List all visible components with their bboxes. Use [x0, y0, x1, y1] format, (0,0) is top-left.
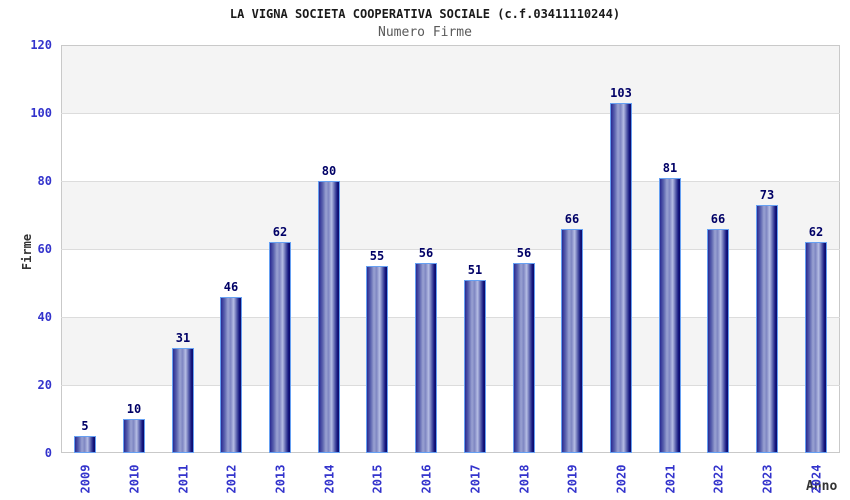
x-axis-tick-label: 2009	[78, 464, 92, 494]
bar-value-label: 31	[175, 331, 191, 345]
x-axis-tick-label: 2022	[711, 464, 725, 494]
bar-value-label: 73	[759, 188, 775, 202]
bar-value-label: 46	[223, 280, 239, 294]
x-axis-tick-label: 2013	[273, 464, 287, 494]
x-axis-tick-label: 2023	[760, 464, 774, 494]
y-axis-tick-label: 60	[37, 242, 52, 256]
bar	[610, 103, 632, 453]
y-axis-tick-label: 20	[37, 378, 52, 392]
bar	[756, 205, 778, 453]
x-axis-tick-label: 2012	[224, 464, 238, 494]
x-axis-tick-label: 2014	[322, 464, 336, 494]
gridline	[61, 113, 840, 114]
bar-value-label: 103	[610, 86, 632, 100]
bar	[74, 436, 96, 453]
x-axis-tick-label: 2024	[809, 464, 823, 494]
bar	[707, 229, 729, 453]
bar	[220, 297, 242, 453]
bar-value-label: 5	[81, 419, 89, 433]
bar-value-label: 56	[516, 246, 532, 260]
bar	[123, 419, 145, 453]
bar-value-label: 62	[808, 225, 824, 239]
bar-value-label: 66	[710, 212, 726, 226]
x-axis-tick-label: 2020	[614, 464, 628, 494]
bar-value-label: 55	[369, 249, 385, 263]
y-axis-tick-label: 80	[37, 174, 52, 188]
bar	[561, 229, 583, 453]
bar	[464, 280, 486, 453]
x-axis-label: Anno	[806, 479, 838, 494]
x-axis-tick-label: 2019	[565, 464, 579, 494]
bar	[172, 348, 194, 453]
x-axis-tick-label: 2015	[370, 464, 384, 494]
chart-subtitle: Numero Firme	[378, 25, 472, 40]
bar	[513, 263, 535, 453]
bar-value-label: 51	[467, 263, 483, 277]
gridline	[61, 317, 840, 318]
x-axis-tick-label: 2021	[663, 464, 677, 494]
bar	[366, 266, 388, 453]
gridline	[61, 181, 840, 182]
y-axis-tick-label: 100	[30, 106, 52, 120]
x-axis-tick-label: 2010	[127, 464, 141, 494]
x-axis-tick-label: 2018	[517, 464, 531, 494]
bar-value-label: 81	[662, 161, 678, 175]
bar-value-label: 80	[321, 164, 337, 178]
bar-value-label: 10	[126, 402, 142, 416]
x-axis-tick-label: 2017	[468, 464, 482, 494]
gridline	[61, 249, 840, 250]
bar-value-label: 62	[272, 225, 288, 239]
bar-value-label: 66	[564, 212, 580, 226]
bar-value-label: 56	[418, 246, 434, 260]
x-axis-tick-label: 2016	[419, 464, 433, 494]
chart-title: LA VIGNA SOCIETA COOPERATIVA SOCIALE (c.…	[229, 7, 621, 21]
bar	[659, 178, 681, 453]
bar	[269, 242, 291, 453]
y-axis-tick-label: 0	[44, 446, 52, 460]
bar	[318, 181, 340, 453]
y-axis-tick-label: 40	[37, 310, 52, 324]
y-axis-tick-label: 120	[30, 38, 52, 52]
bar	[415, 263, 437, 453]
bar	[805, 242, 827, 453]
gridline	[61, 385, 840, 386]
x-axis-tick-label: 2011	[176, 464, 190, 494]
